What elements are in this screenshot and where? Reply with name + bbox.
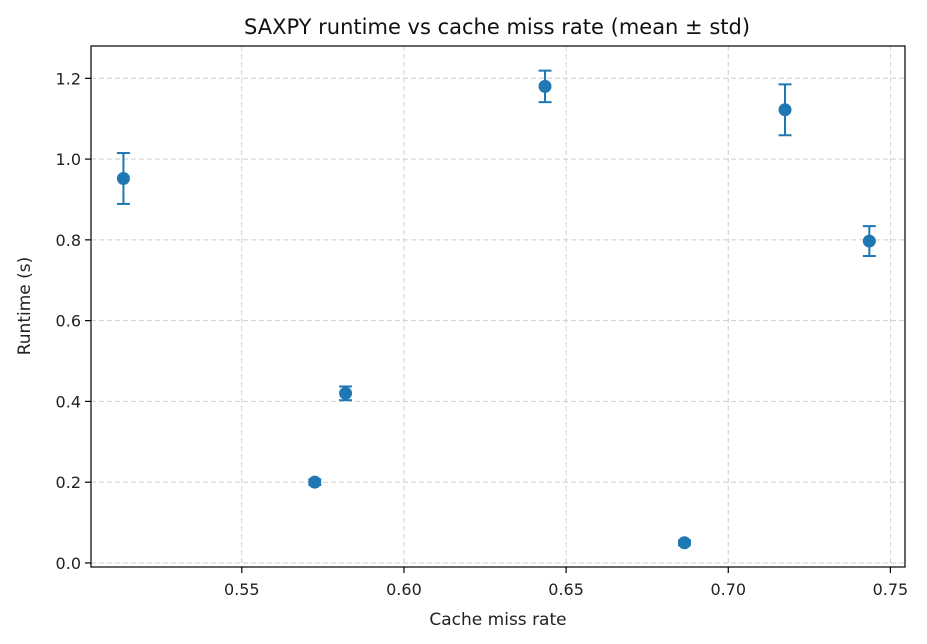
plot-frame: [90, 45, 906, 568]
data-point: [778, 103, 792, 117]
y-tick-label: 0.2: [56, 473, 81, 492]
y-tick-label: 1.2: [56, 69, 81, 88]
data-point: [862, 234, 876, 248]
data-point: [116, 171, 130, 185]
x-tick-label: 0.65: [548, 580, 584, 599]
data-point: [308, 475, 322, 489]
grid: [91, 46, 905, 567]
x-tick-label: 0.75: [873, 580, 909, 599]
y-tick-label: 0.0: [56, 554, 81, 573]
data-marks: [116, 69, 876, 550]
y-tick-label: 1.0: [56, 150, 81, 169]
x-tick-label: 0.70: [710, 580, 746, 599]
axes: 0.55 0.60 0.65 0.70 0.75 0.0 0.2 0.4 0.6 0.8 1.0 1.…: [56, 69, 909, 599]
chart-title: SAXPY runtime vs cache miss rate (mean ±…: [244, 15, 750, 39]
y-tick-label: 0.4: [56, 392, 81, 411]
x-axis-label: Cache miss rate: [429, 610, 566, 630]
data-point: [677, 536, 691, 550]
data-point: [538, 79, 552, 93]
data-point: [339, 386, 353, 400]
y-axis-label: Runtime (s): [15, 257, 35, 356]
x-tick-label: 0.55: [224, 580, 260, 599]
y-tick-label: 0.6: [56, 312, 81, 331]
x-tick-label: 0.60: [386, 580, 422, 599]
y-tick-label: 0.8: [56, 231, 81, 250]
